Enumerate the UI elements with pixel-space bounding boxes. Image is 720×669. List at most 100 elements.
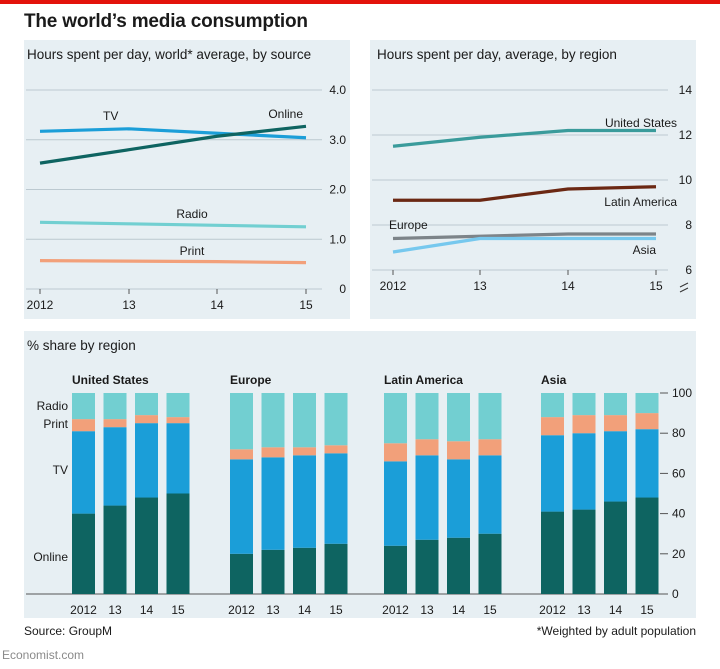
brand-bar xyxy=(0,0,720,4)
chart2-label-latin-america: Latin America xyxy=(604,195,677,209)
chart3-xtick: 2012 xyxy=(228,603,255,617)
chart3-group-title-europe: Europe xyxy=(230,373,272,387)
chart3-bar-latin-america-radio xyxy=(478,393,502,440)
chart2-series-europe xyxy=(392,232,656,241)
chart3-bar-asia-print xyxy=(635,413,659,430)
chart2-title: Hours spent per day, average, by region xyxy=(377,47,617,62)
chart3-bar-europe-print xyxy=(261,447,285,458)
chart3-bar-europe-print xyxy=(324,445,348,454)
chart3-group-title-asia: Asia xyxy=(541,373,567,387)
chart3-bar-latin-america-radio xyxy=(447,393,470,442)
chart1-label-radio: Radio xyxy=(176,207,208,221)
chart3-bar-europe-radio xyxy=(261,393,285,448)
source-note: Source: GroupM xyxy=(24,624,113,638)
chart2-xtick: 2012 xyxy=(380,279,407,293)
chart3-bar-latin-america-tv xyxy=(447,459,470,538)
chart2-ytick: 10 xyxy=(679,173,693,187)
chart1-label-print: Print xyxy=(180,244,205,258)
chart3-ytick: 60 xyxy=(672,466,686,480)
chart1-series-online xyxy=(39,124,307,165)
chart3-left-label-radio: Radio xyxy=(37,399,69,413)
chart3-left-label-print: Print xyxy=(43,417,68,431)
chart3-bar-asia-print xyxy=(572,415,596,434)
chart3-bar-europe-radio xyxy=(324,393,348,446)
chart1-xtick: 2012 xyxy=(27,298,54,312)
chart3-bar-latin-america-radio xyxy=(415,393,439,440)
chart3-bar-united-states-online xyxy=(103,505,127,594)
footnote: *Weighted by adult population xyxy=(536,624,696,638)
chart3-bar-asia-tv xyxy=(572,433,596,510)
chart1-series-radio xyxy=(39,220,307,229)
chart3-bar-latin-america-online xyxy=(478,533,502,594)
chart3-bar-united-states-print xyxy=(72,419,95,432)
chart3-bar-europe-print xyxy=(230,449,253,460)
chart3-ytick: 80 xyxy=(672,426,686,440)
chart3-bar-asia-print xyxy=(604,415,627,432)
chart3-ytick: 40 xyxy=(672,507,686,521)
chart2-label-europe: Europe xyxy=(389,218,428,232)
chart2-series-latin-america xyxy=(393,185,657,202)
chart3-bar-united-states-online xyxy=(135,497,158,594)
chart2-xtick: 15 xyxy=(649,279,663,293)
chart3-bar-europe-radio xyxy=(230,393,253,450)
chart2-series-united-states xyxy=(392,128,656,148)
brand-label: Economist.com xyxy=(2,648,85,662)
chart1-xtick: 14 xyxy=(210,298,224,312)
chart2-ytick: 14 xyxy=(679,83,693,97)
chart3-bar-latin-america-print xyxy=(447,441,470,460)
chart3-bar-united-states-radio xyxy=(135,393,158,416)
chart3-bar-united-states-print xyxy=(166,417,190,424)
chart3-bar-europe-print xyxy=(293,447,316,456)
chart3-group-title-united-states: United States xyxy=(72,373,149,387)
chart3-left-label-online: Online xyxy=(33,550,68,564)
chart1-label-tv: TV xyxy=(103,109,118,123)
chart3-xtick: 15 xyxy=(329,603,343,617)
chart3-bar-latin-america-tv xyxy=(478,455,502,534)
chart3-bar-united-states-radio xyxy=(72,393,95,420)
chart3-bar-asia-online xyxy=(541,511,564,594)
chart1-ytick: 0 xyxy=(339,282,346,296)
chart2-xtick: 13 xyxy=(473,279,487,293)
chart1-title: Hours spent per day, world* average, by … xyxy=(27,47,312,62)
chart3-xtick: 13 xyxy=(266,603,280,617)
chart3-xtick: 14 xyxy=(452,603,466,617)
chart3-bar-latin-america-tv xyxy=(384,461,407,546)
chart3-bar-united-states-radio xyxy=(166,393,190,418)
chart2-ytick: 8 xyxy=(685,218,692,232)
chart2-label-asia: Asia xyxy=(633,243,657,257)
chart3-bar-europe-tv xyxy=(324,453,348,544)
chart3-bar-asia-radio xyxy=(541,393,564,418)
chart3-bar-united-states-tv xyxy=(135,423,158,498)
chart3-bar-latin-america-tv xyxy=(415,455,439,540)
chart3-bar-asia-tv xyxy=(635,429,659,498)
chart2-axis-break-icon xyxy=(679,282,689,293)
chart3-xtick: 14 xyxy=(298,603,312,617)
page-title: The world’s media consumption xyxy=(24,11,308,32)
chart3-xtick: 14 xyxy=(609,603,623,617)
chart2-label-united-states: United States xyxy=(605,116,677,130)
chart3-bar-united-states-print xyxy=(103,419,127,428)
chart3-bar-europe-online xyxy=(261,549,285,594)
chart3-bar-united-states-radio xyxy=(103,393,127,420)
chart3-xtick: 14 xyxy=(140,603,154,617)
chart3-xtick: 2012 xyxy=(539,603,566,617)
chart3-bar-united-states-tv xyxy=(166,423,190,494)
chart3-ytick: 100 xyxy=(672,386,692,400)
chart1-xtick: 15 xyxy=(299,298,313,312)
chart3-xtick: 2012 xyxy=(382,603,409,617)
chart3-bar-latin-america-print xyxy=(478,439,502,456)
chart3-xtick: 13 xyxy=(420,603,434,617)
chart1-series-print xyxy=(39,259,307,265)
chart3-bar-europe-online xyxy=(324,543,348,594)
chart3-bar-asia-online xyxy=(635,497,659,594)
chart3-xtick: 15 xyxy=(171,603,185,617)
chart3-bar-latin-america-radio xyxy=(384,393,407,444)
chart3-bar-united-states-online xyxy=(72,513,95,594)
chart3-bar-europe-online xyxy=(230,553,253,594)
chart3-xtick: 13 xyxy=(108,603,122,617)
chart3-xtick: 2012 xyxy=(70,603,97,617)
chart3-bar-europe-radio xyxy=(293,393,316,448)
chart3-bar-latin-america-online xyxy=(447,537,470,594)
chart3-bar-latin-america-online xyxy=(384,545,407,594)
